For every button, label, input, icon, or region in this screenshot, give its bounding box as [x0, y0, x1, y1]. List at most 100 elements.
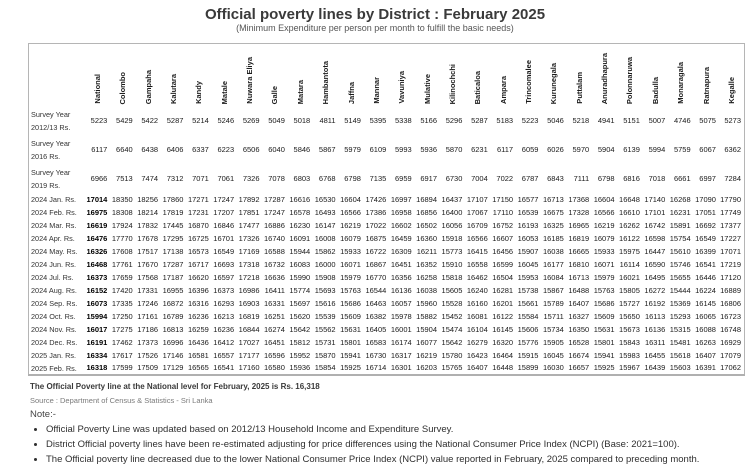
table-cell: 6117 — [91, 144, 108, 154]
table-cell: 16177 — [542, 259, 564, 269]
table-cell: 17819 — [162, 207, 184, 217]
table-cell: 16219 — [416, 350, 438, 360]
table-cell: 16373 — [213, 285, 235, 295]
table-cell: 17101 — [644, 207, 666, 217]
table-cell: 16147 — [314, 220, 336, 230]
table-cell: 6040 — [268, 144, 285, 154]
table-cell: 15891 — [669, 220, 691, 230]
table-cell: 16331 — [264, 298, 285, 308]
column-header-jaffna: Jaffna — [346, 81, 356, 104]
table-cell: 15805 — [619, 285, 640, 295]
table-cell: 5046 — [547, 115, 564, 125]
table-row: 2024 Feb. Rs. 16975 18308 18214 17819 17231 17… — [29, 206, 745, 219]
table-cell: 6730 — [445, 173, 463, 183]
table-cell: 15776 — [517, 337, 539, 347]
table-cell: 16541 — [695, 259, 716, 269]
table-cell: 16415 — [466, 246, 488, 256]
row-label: 2024 Aug. Rs. — [31, 286, 77, 295]
column-header-hambantota: Hambantota — [321, 60, 331, 104]
table-cell: 16530 — [314, 194, 336, 204]
table-cell: 16648 — [619, 194, 640, 204]
row-label: Survey Year 2012/13 Rs. — [31, 109, 71, 132]
column-header-trincomalee: Trincomalee — [524, 60, 534, 104]
table-cell: 16334 — [86, 350, 108, 360]
table-cell: 15731 — [314, 337, 336, 347]
table-cell: 15915 — [517, 350, 539, 360]
table-cell: 17568 — [137, 272, 159, 282]
column-header-baticaloa: Baticaloa — [473, 70, 483, 104]
table-cell: 16021 — [619, 272, 640, 282]
table-cell: 16219 — [340, 220, 361, 230]
table-cell: 16709 — [466, 220, 488, 230]
table-cell: 5970 — [572, 144, 590, 154]
table-cell: 16604 — [340, 194, 361, 204]
column-header-national: National — [92, 74, 102, 104]
row-label: 2024 Mar. Rs. — [31, 221, 77, 230]
table-cell: 17368 — [568, 194, 590, 204]
table-cell: 17027 — [238, 337, 260, 347]
table-cell: 17219 — [720, 259, 741, 269]
table-cell: 17924 — [111, 220, 133, 230]
table-cell: 17445 — [162, 220, 184, 230]
table-cell: 15933 — [593, 246, 615, 256]
table-cell: 17517 — [137, 246, 159, 256]
table-cell: 15918 — [441, 233, 463, 243]
table-cell: 16240 — [466, 285, 488, 295]
table-cell: 17420 — [111, 285, 133, 295]
table-cell: 17770 — [111, 233, 133, 243]
table-cell: 16251 — [264, 311, 285, 321]
table-cell: 6109 — [369, 144, 387, 154]
table-cell: 17377 — [720, 220, 741, 230]
table-cell: 16136 — [390, 285, 412, 295]
table-row: Survey Year 2016 Rs. 6117 6640 6438 6406 6337 6… — [29, 135, 745, 164]
table-cell: 17247 — [213, 194, 235, 204]
table-cell: 15711 — [543, 311, 564, 321]
table-cell: 16412 — [213, 337, 235, 347]
table-cell: 15763 — [593, 285, 615, 295]
column-header-mannar: Mannar — [371, 77, 381, 104]
table-cell: 5846 — [293, 144, 311, 154]
table-cell: 15686 — [593, 298, 615, 308]
table-cell: 16396 — [187, 285, 209, 295]
table-cell: 15315 — [669, 324, 691, 334]
table-row: 2024 Aug. Rs. 16152 17420 17331 16955 16396 16… — [29, 284, 745, 297]
table-cell: 5395 — [369, 115, 387, 125]
table-cell: 15584 — [517, 311, 539, 321]
table-cell: 16056 — [441, 220, 463, 230]
table-cell: 15642 — [441, 337, 463, 347]
table-cell: 16356 — [390, 272, 412, 282]
table-cell: 16104 — [466, 324, 488, 334]
table-cell: 16539 — [517, 207, 539, 217]
table-cell: 6959 — [394, 173, 412, 183]
table-cell: 16713 — [568, 272, 590, 282]
table-cell: 16544 — [365, 285, 387, 295]
table-cell: 16770 — [365, 272, 387, 282]
column-header-gampaha: Gampaha — [143, 69, 153, 104]
table-cell: 17295 — [162, 233, 184, 243]
table-cell: 15936 — [289, 363, 311, 373]
table-cell: 6816 — [623, 173, 640, 183]
table-cell: 5870 — [445, 144, 463, 154]
table-cell: 16566 — [466, 233, 488, 243]
table-cell: 17659 — [111, 272, 133, 282]
table-cell: 17014 — [86, 194, 108, 204]
table-cell: 17090 — [695, 194, 716, 204]
table-cell: 7022 — [496, 173, 514, 183]
table-cell: 16713 — [542, 194, 564, 204]
table-cell: 16806 — [720, 298, 741, 308]
table-cell: 16236 — [213, 324, 235, 334]
table-cell: 16789 — [162, 311, 184, 321]
table-cell: 15990 — [289, 272, 311, 282]
table-cell: 15941 — [593, 350, 615, 360]
table-cell: 15801 — [593, 337, 615, 347]
table-cell: 15960 — [416, 298, 438, 308]
table-cell: 15952 — [289, 350, 311, 360]
table-cell: 15481 — [669, 337, 691, 347]
table-cell: 6337 — [192, 144, 209, 154]
table-cell: 16875 — [365, 233, 387, 243]
column-header-ampara: Ampara — [498, 76, 508, 104]
row-label: 2024 Dec. Rs. — [31, 338, 78, 347]
table-cell: 16742 — [644, 220, 666, 230]
table-cell: 5287 — [471, 115, 488, 125]
table-cell: 15474 — [441, 324, 463, 334]
